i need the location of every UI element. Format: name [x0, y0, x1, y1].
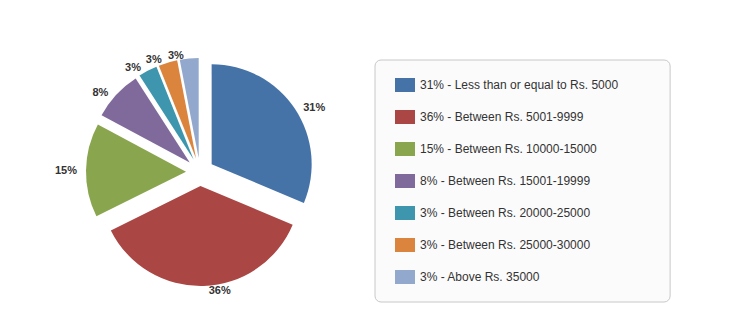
svg-text:3% - Above Rs. 35000: 3% - Above Rs. 35000: [420, 270, 540, 284]
svg-text:3% - Between Rs. 20000-25000: 3% - Between Rs. 20000-25000: [420, 206, 590, 220]
svg-text:31%: 31%: [303, 101, 325, 113]
svg-text:3%: 3%: [168, 49, 184, 61]
svg-text:8% - Between Rs. 15001-19999: 8% - Between Rs. 15001-19999: [420, 174, 590, 188]
svg-text:8%: 8%: [92, 86, 108, 98]
svg-text:36%: 36%: [209, 284, 231, 296]
svg-text:3% - Between Rs. 25000-30000: 3% - Between Rs. 25000-30000: [420, 238, 590, 252]
svg-text:15%: 15%: [55, 164, 77, 176]
svg-text:31% - Less than or equal to Rs: 31% - Less than or equal to Rs. 5000: [420, 78, 618, 92]
svg-text:3%: 3%: [125, 61, 141, 73]
svg-text:15% - Between Rs. 10000-15000: 15% - Between Rs. 10000-15000: [420, 142, 597, 156]
svg-text:3%: 3%: [146, 53, 162, 65]
svg-text:36% - Between Rs. 5001-9999: 36% - Between Rs. 5001-9999: [420, 110, 584, 124]
